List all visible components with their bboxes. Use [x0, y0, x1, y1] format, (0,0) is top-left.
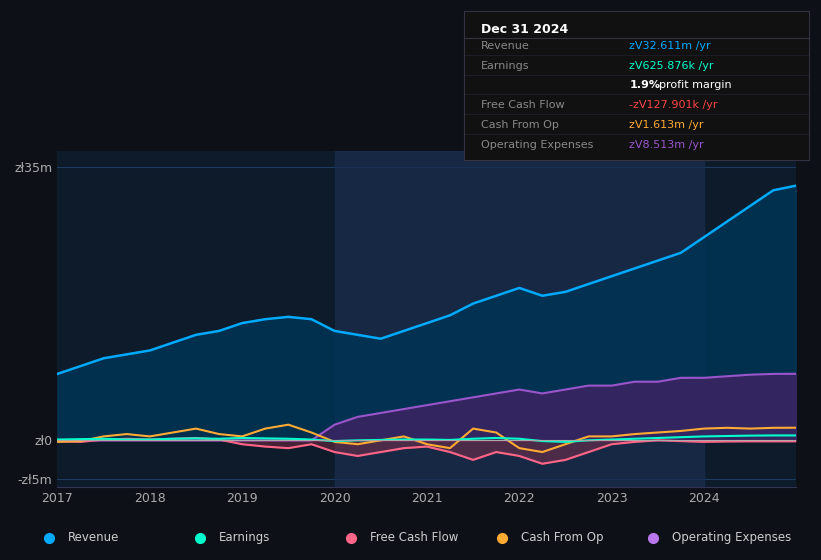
- Text: Free Cash Flow: Free Cash Flow: [369, 531, 458, 544]
- Bar: [334, 151, 704, 487]
- Text: Cash From Op: Cash From Op: [521, 531, 603, 544]
- Text: Free Cash Flow: Free Cash Flow: [481, 100, 565, 110]
- Text: zᐯ1.613m /yr: zᐯ1.613m /yr: [630, 120, 704, 130]
- Text: 1.9%: 1.9%: [630, 81, 660, 91]
- Text: Cash From Op: Cash From Op: [481, 120, 559, 130]
- Text: Earnings: Earnings: [218, 531, 270, 544]
- Text: profit margin: profit margin: [658, 81, 732, 91]
- Text: Revenue: Revenue: [67, 531, 119, 544]
- Text: zᐯ8.513m /yr: zᐯ8.513m /yr: [630, 140, 704, 150]
- Text: Earnings: Earnings: [481, 60, 530, 71]
- Text: zᐯ625.876k /yr: zᐯ625.876k /yr: [630, 60, 714, 71]
- Text: Revenue: Revenue: [481, 41, 530, 51]
- Text: Dec 31 2024: Dec 31 2024: [481, 23, 568, 36]
- Text: zᐯ32.611m /yr: zᐯ32.611m /yr: [630, 41, 711, 51]
- Text: -zᐯ127.901k /yr: -zᐯ127.901k /yr: [630, 100, 718, 110]
- Text: Operating Expenses: Operating Expenses: [481, 140, 594, 150]
- Text: Operating Expenses: Operating Expenses: [672, 531, 791, 544]
